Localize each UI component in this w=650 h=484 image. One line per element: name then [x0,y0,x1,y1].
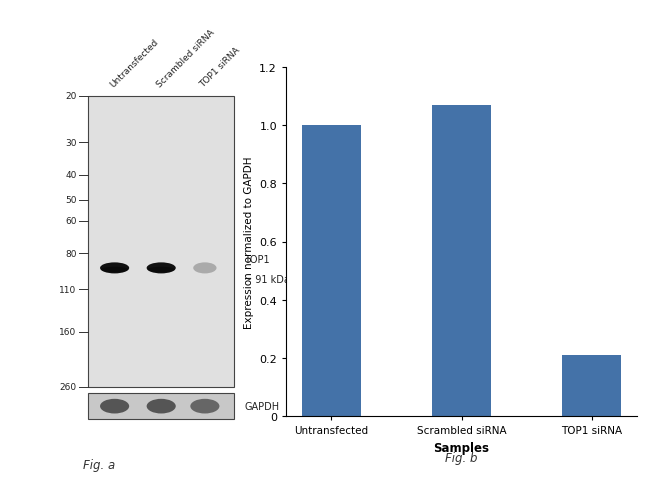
X-axis label: Samples: Samples [434,441,489,454]
Ellipse shape [190,399,220,414]
Bar [562,355,621,416]
Bar [302,126,361,416]
Ellipse shape [193,263,216,274]
Text: 110: 110 [59,286,77,294]
Bar [88,97,234,387]
Text: 60: 60 [65,217,77,226]
Text: ~ 91 kDa: ~ 91 kDa [244,274,291,284]
Text: Fig. b: Fig. b [445,451,478,464]
Text: 160: 160 [59,328,77,337]
Text: 50: 50 [65,196,77,205]
Text: 20: 20 [66,92,77,101]
Ellipse shape [147,399,176,414]
Ellipse shape [147,263,176,274]
Text: Untransfected: Untransfected [109,38,160,90]
Ellipse shape [100,399,129,414]
Ellipse shape [148,267,175,273]
Text: 40: 40 [66,171,77,180]
Text: 260: 260 [60,383,77,392]
Ellipse shape [101,267,129,273]
Y-axis label: Expression normalized to GAPDH: Expression normalized to GAPDH [244,156,254,328]
Text: Fig. a: Fig. a [83,458,115,471]
Text: Scrambled siRNA: Scrambled siRNA [155,29,216,90]
Bar [432,106,491,416]
Text: TOP1 siRNA: TOP1 siRNA [198,46,242,90]
Text: GAPDH: GAPDH [244,401,280,411]
Text: TOP1: TOP1 [244,255,270,265]
Text: 80: 80 [65,249,77,258]
Text: 30: 30 [65,138,77,147]
Ellipse shape [100,263,129,274]
Bar [88,393,234,420]
